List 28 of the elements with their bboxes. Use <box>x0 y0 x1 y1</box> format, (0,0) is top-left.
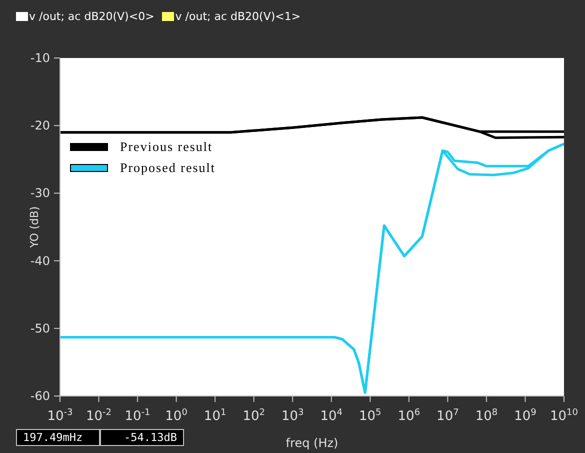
x-tick-label: 10$^{-2}$ <box>86 408 112 424</box>
x-tick-label: 10$^{3}$ <box>281 408 304 424</box>
y-tick-label: -40 <box>30 254 50 268</box>
text: v /out; ac dB20(V)<1> <box>175 10 301 23</box>
y-tick-label: -10 <box>30 51 50 65</box>
text: -54.13dB <box>100 429 184 446</box>
legend-label: Proposed result <box>120 160 216 176</box>
x-tick-label: 10$^{8}$ <box>475 408 498 424</box>
y-tick-label: -30 <box>30 186 50 200</box>
x-tick-label: 10$^{4}$ <box>320 408 343 424</box>
text: v /out; ac dB20(V)<0> <box>29 10 154 23</box>
x-tick-label: 10$^{7}$ <box>436 408 459 424</box>
legend-label: Previous result <box>120 138 213 154</box>
x-tick-label: 10$^{2}$ <box>242 408 265 424</box>
text: 197.49mHz <box>16 429 100 446</box>
y-tick-label: -60 <box>30 389 50 403</box>
x-tick-label: 10$^{9}$ <box>514 408 537 424</box>
x-tick-label: 10$^{10}$ <box>550 408 578 424</box>
x-tick-label: 10$^{0}$ <box>165 408 188 424</box>
x-tick-label: 10$^{-3}$ <box>47 408 73 424</box>
x-tick-label: 10$^{5}$ <box>359 408 382 424</box>
x-tick-label: 10$^{1}$ <box>204 408 226 424</box>
y-axis-title: YO (dB) <box>28 206 41 249</box>
y-tick-label: -20 <box>30 118 50 133</box>
x-axis-title: freq (Hz) <box>286 436 338 450</box>
x-tick-label: 10$^{6}$ <box>398 408 420 424</box>
y-tick-label: -50 <box>30 321 50 336</box>
x-tick-label: 10$^{-1}$ <box>124 408 150 424</box>
